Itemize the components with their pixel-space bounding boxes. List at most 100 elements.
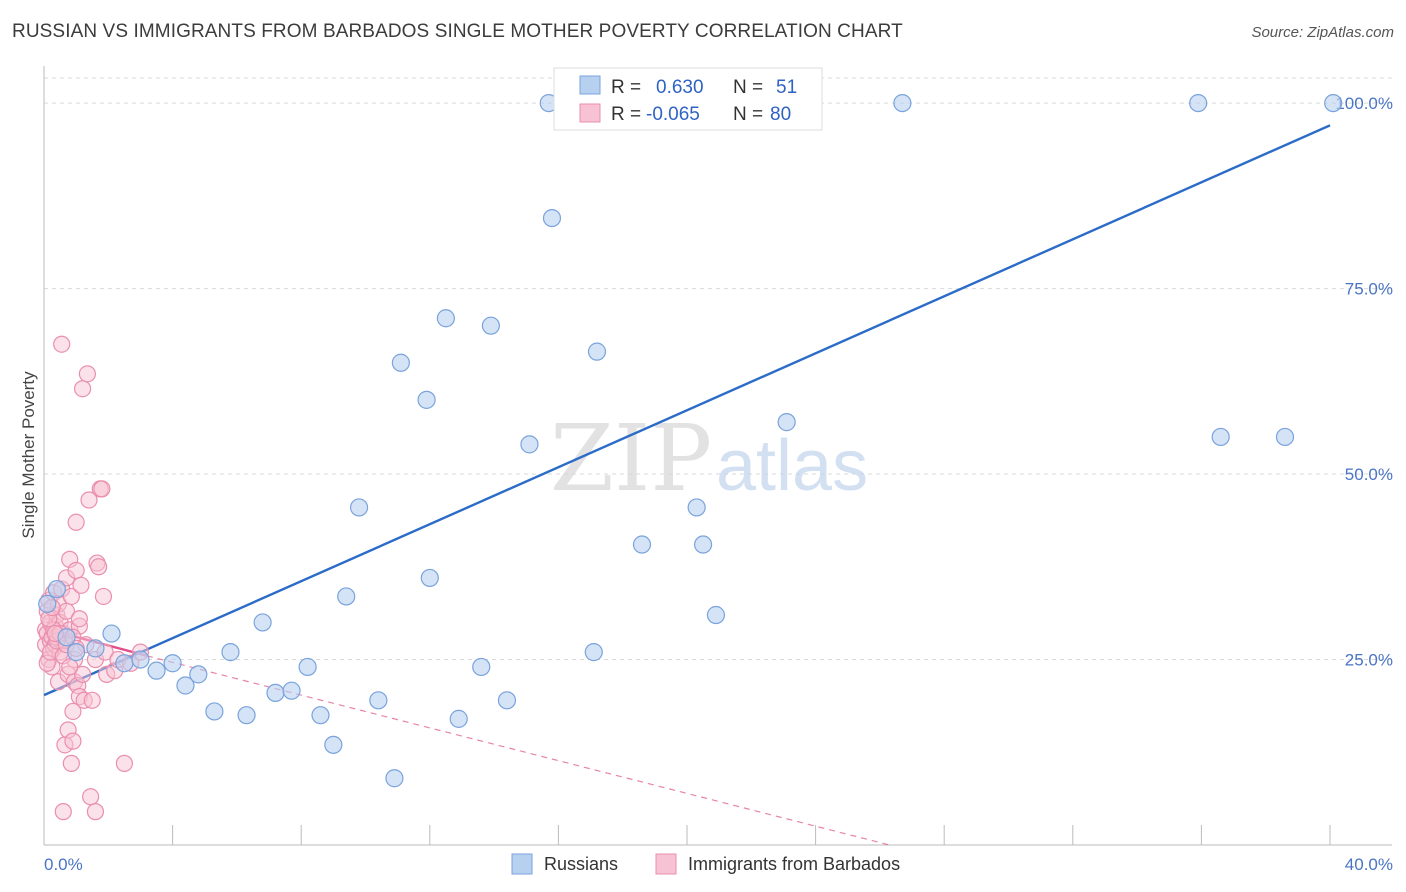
y-tick-label: 75.0% <box>1345 280 1393 299</box>
barbados-point <box>70 610 88 628</box>
barbados-point <box>80 491 98 509</box>
data-points <box>37 93 1343 821</box>
legend-r-label-barbados: R = <box>611 104 641 125</box>
legend-swatch-russians <box>579 75 601 95</box>
russians-point <box>47 579 66 599</box>
y-tick-label: 50.0% <box>1345 465 1393 484</box>
russians-point <box>687 498 706 517</box>
russians-trend-line <box>43 124 1331 697</box>
russians-point <box>324 735 343 754</box>
legend-n-label-russians: N = <box>733 77 763 98</box>
barbados-point <box>73 380 92 398</box>
russians-point <box>253 613 272 632</box>
russians-point <box>67 643 86 662</box>
russians-point <box>481 316 500 335</box>
legend-r-value-russians: 0.630 <box>656 77 704 98</box>
russians-point <box>205 702 224 721</box>
russians-point <box>520 435 539 454</box>
russians-point <box>237 706 256 725</box>
x-tick-label: 40.0% <box>1345 855 1393 874</box>
russians-point <box>147 661 166 680</box>
y-axis-label: Single Mother Poverty <box>19 371 38 539</box>
russians-point <box>176 676 195 695</box>
barbados-point <box>83 691 101 709</box>
russians-point <box>693 535 713 554</box>
russians-point <box>632 535 652 554</box>
barbados-point <box>64 732 82 750</box>
barbados-point <box>54 803 72 821</box>
barbados-point <box>67 513 85 531</box>
legend-bottom-barbados: Immigrants from Barbados <box>688 854 900 874</box>
russians-point <box>777 413 796 432</box>
barbados-point <box>115 754 133 772</box>
barbados-point <box>93 480 111 498</box>
barbados-point <box>86 803 105 821</box>
watermark-atlas: atlas <box>716 426 868 506</box>
legend-top: R = 0.630 N = 51 R = -0.065 N = 80 <box>553 67 823 131</box>
legend-n-label-barbados: N = <box>733 104 763 125</box>
legend-bottom-swatch-russians <box>511 853 533 875</box>
watermark-zip: ZIP <box>550 405 712 512</box>
russians-point <box>587 342 607 361</box>
russians-point <box>57 628 76 647</box>
barbados-point <box>78 365 97 383</box>
russians-point <box>131 650 150 669</box>
russians-point <box>436 309 455 328</box>
y-tick-label: 100.0% <box>1335 94 1393 113</box>
barbados-point <box>61 658 79 676</box>
russians-point <box>163 654 182 673</box>
axes <box>43 66 1392 846</box>
russians-point <box>369 691 388 710</box>
y-tick-label: 25.0% <box>1345 651 1393 670</box>
legend-r-label-russians: R = <box>611 77 641 98</box>
russians-point <box>706 605 726 625</box>
russians-point <box>417 390 436 409</box>
barbados-point <box>67 561 85 580</box>
russians-point <box>1275 427 1295 447</box>
grid-lines <box>44 77 1392 661</box>
barbados-point <box>64 702 82 721</box>
barbados-trend-extension <box>146 655 890 846</box>
watermark: ZIP atlas <box>550 405 868 512</box>
russians-point <box>115 654 134 673</box>
legend-n-value-barbados: 80 <box>770 104 791 125</box>
russians-point <box>542 208 562 228</box>
barbados-point <box>94 587 113 606</box>
russians-point <box>311 706 330 725</box>
legend-n-value-russians: 51 <box>776 77 797 98</box>
russians-point <box>221 643 240 662</box>
russians-point <box>497 691 517 710</box>
chart-title: RUSSIAN VS IMMIGRANTS FROM BARBADOS SING… <box>12 21 903 42</box>
russians-point <box>472 657 491 677</box>
barbados-point <box>72 576 90 594</box>
barbados-point <box>62 754 80 772</box>
russians-point <box>189 665 208 684</box>
barbados-point <box>62 587 80 606</box>
russians-point <box>102 624 121 643</box>
legend-bottom: Russians Immigrants from Barbados <box>511 853 900 875</box>
russians-point <box>584 643 603 662</box>
russians-point <box>38 594 57 613</box>
barbados-point <box>53 335 71 353</box>
russians-point <box>282 681 301 700</box>
x-tick-label: 0.0% <box>44 855 83 874</box>
legend-swatch-barbados <box>579 103 601 123</box>
russians-point <box>86 639 105 658</box>
russians-point <box>298 657 317 677</box>
legend-bottom-russians: Russians <box>544 854 618 874</box>
barbados-point <box>90 558 108 576</box>
legend-bottom-swatch-barbados <box>655 853 677 875</box>
legend-r-value-barbados: -0.065 <box>646 104 700 125</box>
chart-source: Source: ZipAtlas.com <box>1251 24 1394 41</box>
russians-point <box>266 683 285 703</box>
russians-point <box>337 587 356 606</box>
barbados-point <box>73 665 92 683</box>
russians-point <box>1211 427 1230 447</box>
russians-point <box>349 498 369 517</box>
russians-point <box>391 353 410 372</box>
russians-point <box>893 93 912 113</box>
russians-point <box>1189 93 1208 113</box>
russians-point <box>385 769 404 788</box>
russians-point <box>1324 93 1343 113</box>
